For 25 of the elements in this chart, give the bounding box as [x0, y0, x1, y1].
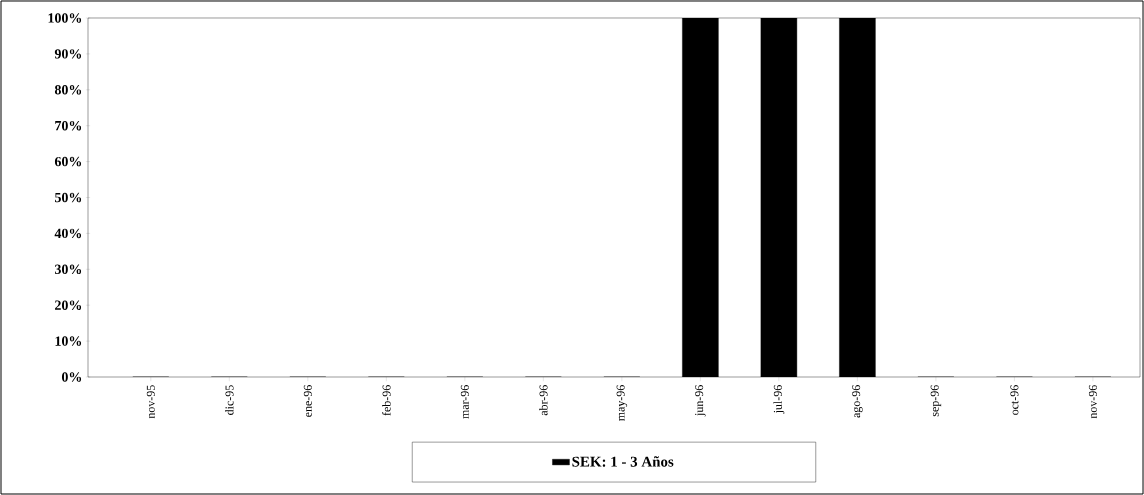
y-tick-label: 20%: [55, 300, 82, 310]
x-tick-label: dic-95: [225, 385, 234, 415]
x-tick-label: abr-96: [539, 385, 548, 416]
x-tick-label: oct-96: [1010, 385, 1019, 415]
x-tick-label: ene-96: [303, 385, 312, 417]
y-tick-label: 30%: [54, 264, 82, 275]
x-tick-label: jul-96: [773, 385, 785, 414]
y-tick-label: 10%: [55, 336, 82, 346]
y-tick-label: 60%: [54, 156, 82, 167]
x-tick-label: sep-96: [930, 385, 942, 417]
x-tick-label: mar-96: [460, 385, 469, 419]
y-tick-label: 90%: [54, 49, 82, 59]
x-tick-label: ago-96: [852, 385, 863, 418]
x-tick-label: nov-95: [146, 385, 155, 419]
y-tick-label: 0%: [61, 372, 82, 382]
y-tick-label: 70%: [55, 120, 82, 131]
x-tick-label: jun-96: [695, 385, 706, 417]
x-tick-label: feb-96: [382, 385, 391, 416]
y-tick-label: 100%: [48, 13, 82, 23]
y-tick-label: 50%: [55, 192, 82, 203]
x-tick-label: may-96: [616, 385, 628, 422]
legend-label: SEK: 1 - 3 Años: [572, 456, 674, 467]
y-tick-label: 80%: [54, 85, 82, 95]
y-tick-label: 40%: [54, 228, 82, 239]
x-tick-label: nov-96: [1088, 385, 1097, 419]
